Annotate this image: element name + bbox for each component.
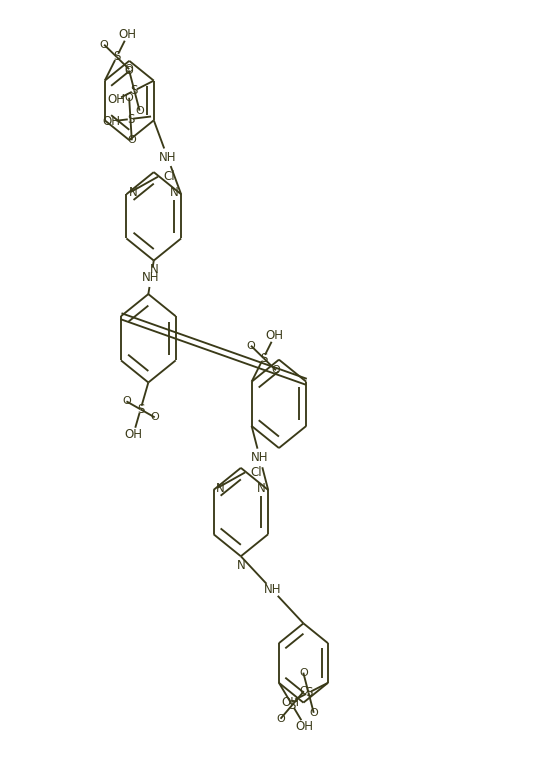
Text: O: O xyxy=(300,686,309,696)
Text: OH: OH xyxy=(107,93,125,106)
Text: O: O xyxy=(100,40,108,50)
Text: O: O xyxy=(150,412,159,422)
Text: O: O xyxy=(135,106,144,116)
Text: O: O xyxy=(247,340,255,351)
Text: N: N xyxy=(216,482,224,495)
Text: S: S xyxy=(137,403,144,416)
Text: OH: OH xyxy=(102,115,120,128)
Text: N: N xyxy=(149,263,158,276)
Text: O: O xyxy=(125,66,133,76)
Text: S: S xyxy=(260,351,267,364)
Text: O: O xyxy=(125,93,133,103)
Text: N: N xyxy=(236,559,245,572)
Text: N: N xyxy=(129,186,137,199)
Text: N: N xyxy=(257,482,266,495)
Text: OH: OH xyxy=(281,695,299,708)
Text: O: O xyxy=(310,708,318,718)
Text: O: O xyxy=(299,668,307,678)
Text: Cl: Cl xyxy=(164,170,175,183)
Text: S: S xyxy=(288,698,296,711)
Text: NH: NH xyxy=(142,271,160,284)
Text: O: O xyxy=(127,135,136,145)
Text: NH: NH xyxy=(159,151,176,164)
Text: OH: OH xyxy=(119,28,137,41)
Text: NH: NH xyxy=(251,451,269,464)
Text: OH: OH xyxy=(124,428,142,441)
Text: O: O xyxy=(271,365,280,376)
Text: O: O xyxy=(122,396,131,406)
Text: Cl: Cl xyxy=(251,466,262,479)
Text: OH: OH xyxy=(296,720,314,733)
Text: N: N xyxy=(170,186,179,199)
Text: S: S xyxy=(113,50,120,63)
Text: O: O xyxy=(276,714,285,724)
Text: OH: OH xyxy=(266,329,284,342)
Text: S: S xyxy=(305,686,312,699)
Text: S: S xyxy=(127,112,134,125)
Text: NH: NH xyxy=(264,584,281,597)
Text: S: S xyxy=(131,84,138,97)
Text: O: O xyxy=(125,64,133,74)
